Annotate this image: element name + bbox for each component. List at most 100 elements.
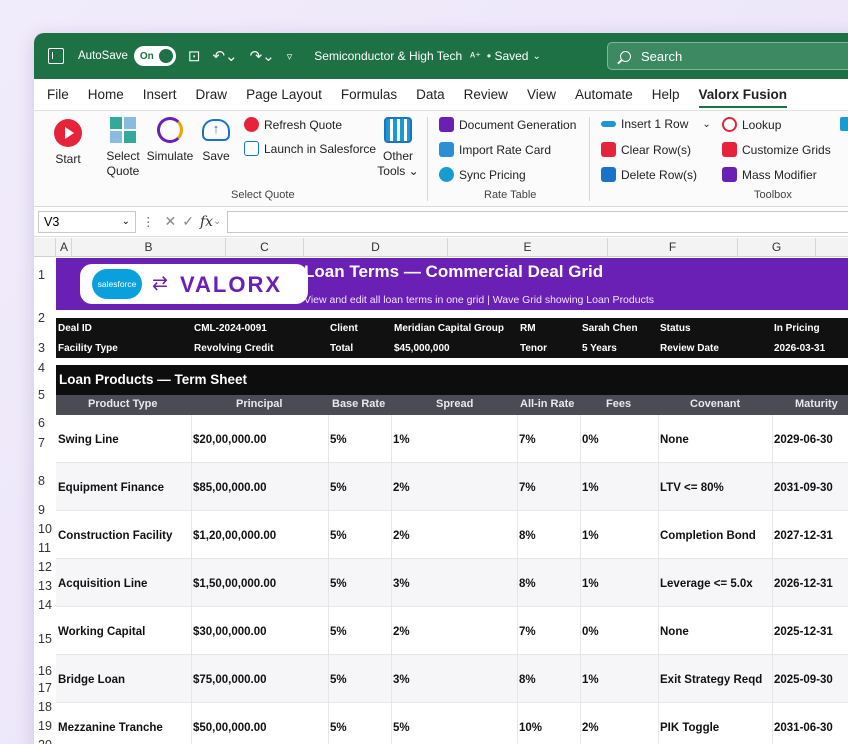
table-row[interactable]: Working Capital $30,00,000.00 5% 2% 7% 0% None… [56, 607, 848, 655]
cell-fees[interactable]: 1% [582, 482, 599, 494]
client-value[interactable]: Meridian Capital Group [394, 323, 505, 334]
cell-covenant[interactable]: Completion Bond [660, 530, 756, 542]
cell-allin[interactable]: 7% [519, 482, 536, 494]
formula-input[interactable] [227, 210, 848, 233]
cell-base[interactable]: 5% [330, 626, 347, 638]
customize-qat-icon[interactable]: ▿ [286, 50, 293, 63]
row-header[interactable]: 1 [38, 268, 45, 282]
column-header-d[interactable]: D [304, 238, 448, 257]
row-header[interactable]: 2 [38, 311, 45, 325]
table-row[interactable]: Acquisition Line $1,50,00,000.00 5% 3% 8% 1% L… [56, 559, 848, 607]
saved-state[interactable]: • Saved [486, 49, 529, 63]
table-row[interactable]: Equipment Finance $85,00,000.00 5% 2% 7% 1% LT… [56, 463, 848, 511]
cell-maturity[interactable]: 2025-12-31 [774, 626, 833, 638]
tab-draw[interactable]: Draw [195, 87, 228, 102]
header-product-type[interactable]: Product Type [88, 398, 158, 410]
sync-pricing-button[interactable]: Sync Pricing [439, 167, 526, 182]
chevron-down-icon[interactable]: ⌄ [532, 50, 541, 62]
column-header-a[interactable]: A [56, 238, 72, 257]
header-covenant[interactable]: Covenant [690, 398, 741, 410]
cell-allin[interactable]: 10% [519, 722, 543, 734]
column-header-f[interactable]: F [608, 238, 738, 257]
undo-icon[interactable]: ↶⌄ [212, 48, 238, 65]
cell-spread[interactable]: 3% [393, 578, 410, 590]
cell-allin[interactable]: 8% [519, 530, 536, 542]
cell-maturity[interactable]: 2029-06-30 [774, 434, 833, 446]
tab-automate[interactable]: Automate [574, 87, 633, 102]
cell-base[interactable]: 5% [330, 674, 347, 686]
header-spread[interactable]: Spread [436, 398, 474, 410]
row-header[interactable]: 12 [38, 560, 52, 574]
table-row[interactable]: Swing Line $20,00,000.00 5% 1% 7% 0% None 2029-… [56, 415, 848, 463]
cell-spread[interactable]: 2% [393, 626, 410, 638]
row-header[interactable]: 4 [38, 361, 45, 375]
cell-covenant[interactable]: None [660, 626, 689, 638]
row-header[interactable]: 7 [38, 436, 45, 450]
cell-principal[interactable]: $50,00,000.00 [193, 722, 267, 734]
tab-help[interactable]: Help [651, 87, 680, 102]
more-tools-icon[interactable] [840, 117, 848, 131]
cell-principal[interactable]: $75,00,000.00 [193, 674, 267, 686]
cell-maturity[interactable]: 2031-09-30 [774, 482, 833, 494]
cell-base[interactable]: 5% [330, 578, 347, 590]
tab-view[interactable]: View [526, 87, 556, 102]
cell-fees[interactable]: 2% [582, 722, 599, 734]
cell-spread[interactable]: 2% [393, 482, 410, 494]
document-title[interactable]: Semiconductor & High Tech [314, 49, 463, 63]
column-header-b[interactable]: B [72, 238, 226, 257]
select-quote-button[interactable]: Select Quote [104, 117, 142, 179]
save-button[interactable]: ↑ Save [200, 117, 232, 164]
header-all-in-rate[interactable]: All-in Rate [520, 398, 575, 410]
cell-base[interactable]: 5% [330, 482, 347, 494]
refresh-quote-button[interactable]: Refresh Quote [244, 117, 342, 132]
row-header[interactable]: 13 [38, 579, 52, 593]
cell-type[interactable]: Bridge Loan [58, 674, 126, 686]
cell-allin[interactable]: 7% [519, 434, 536, 446]
cell-spread[interactable]: 1% [393, 434, 410, 446]
row-header[interactable]: 11 [38, 541, 51, 555]
cell-type[interactable]: Equipment Finance [58, 482, 165, 494]
row-header[interactable]: 18 [38, 700, 52, 714]
cell-allin[interactable]: 8% [519, 674, 536, 686]
cell-base[interactable]: 5% [330, 434, 347, 446]
row-header[interactable]: 5 [38, 388, 45, 402]
cell-spread[interactable]: 5% [393, 722, 410, 734]
row-header[interactable]: 10 [38, 522, 52, 536]
cell-covenant[interactable]: Exit Strategy Reqd [660, 674, 763, 686]
column-header-c[interactable]: C [226, 238, 304, 257]
fx-icon[interactable]: fx [199, 214, 214, 230]
header-base-rate[interactable]: Base Rate [332, 398, 386, 410]
tab-file[interactable]: File [47, 87, 69, 102]
customize-grids-button[interactable]: Customize Grids [722, 142, 831, 157]
lookup-button[interactable]: Lookup [722, 117, 781, 132]
header-principal[interactable]: Principal [236, 398, 283, 410]
column-header-blank[interactable] [816, 238, 848, 257]
chevron-down-icon[interactable]: ⌄ [702, 118, 711, 130]
cell-principal[interactable]: $30,00,000.00 [193, 626, 267, 638]
cell-principal[interactable]: $85,00,000.00 [193, 482, 267, 494]
status-value[interactable]: In Pricing [774, 323, 820, 334]
tab-valorx-fusion[interactable]: Valorx Fusion [698, 87, 788, 108]
other-tools-button[interactable]: Other Tools ⌄ [377, 117, 419, 179]
table-row[interactable]: Mezzanine Tranche $50,00,000.00 5% 5% 10% 2% P… [56, 703, 848, 744]
name-box[interactable]: V3 ⌄ [38, 210, 136, 233]
row-header[interactable]: 8 [38, 474, 45, 488]
cell-fees[interactable]: 0% [582, 434, 599, 446]
total-value[interactable]: $45,000,000 [394, 343, 450, 354]
document-generation-button[interactable]: Document Generation [439, 117, 576, 132]
row-header[interactable]: 20 [34, 738, 56, 744]
share-icon[interactable]: ᴬ⁺ [470, 50, 481, 63]
tab-home[interactable]: Home [87, 87, 124, 102]
row-header[interactable]: 6 [38, 416, 45, 430]
header-fees[interactable]: Fees [606, 398, 632, 410]
cell-maturity[interactable]: 2031-06-30 [774, 722, 833, 734]
clear-rows-button[interactable]: Clear Row(s) [601, 142, 691, 157]
cell-fees[interactable]: 0% [582, 626, 599, 638]
mass-modifier-button[interactable]: Mass Modifier [722, 167, 817, 182]
review-date-value[interactable]: 2026-03-31 [774, 343, 826, 354]
insert-row-button[interactable]: Insert 1 Row ⌄ [601, 117, 711, 131]
cell-covenant[interactable]: LTV <= 80% [660, 482, 724, 494]
tenor-value[interactable]: 5 Years [582, 343, 617, 354]
table-row[interactable]: Construction Facility $1,20,00,000.00 5% 2%… [56, 511, 848, 559]
row-header[interactable]: 3 [38, 341, 45, 355]
